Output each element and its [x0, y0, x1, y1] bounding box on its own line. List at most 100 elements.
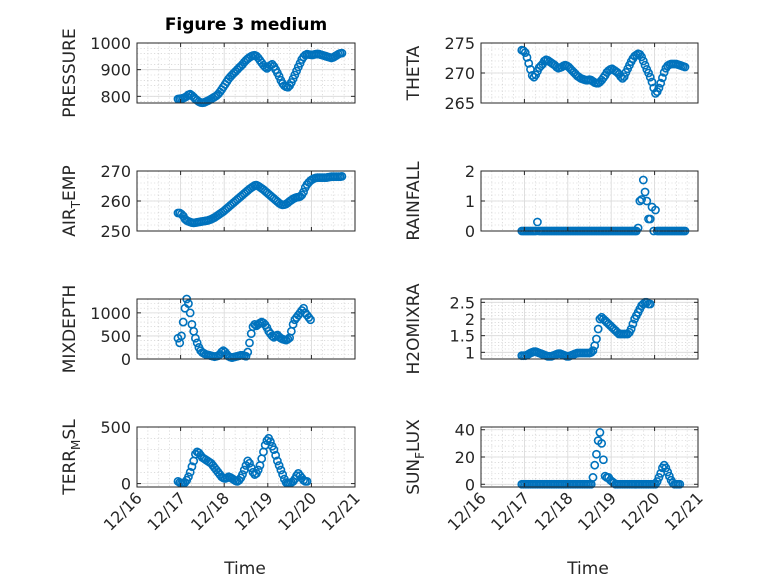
- data-point: [292, 66, 301, 76]
- x-tick-label: 12/18: [531, 488, 577, 534]
- data-point: [185, 467, 195, 477]
- subplot-3: 250 260 270 AIRTEMP: [60, 162, 356, 241]
- y-tick-label: 270: [100, 162, 131, 181]
- data-point: [185, 308, 195, 318]
- data-point: [269, 445, 279, 455]
- data-point: [593, 324, 603, 334]
- subplot-5: 0 500 1000 MIXDEPTH: [60, 285, 356, 374]
- y-axis-label: SUNFLUX: [404, 419, 427, 495]
- data-point: [253, 465, 263, 475]
- data-point: [184, 472, 193, 482]
- y-tick-label: 0: [465, 222, 475, 241]
- data-point: [640, 187, 650, 197]
- y-tick-label: 1: [465, 343, 475, 362]
- y-tick-label: 0: [465, 475, 475, 494]
- y-tick-label: 1.5: [450, 327, 475, 346]
- data-point: [290, 70, 300, 80]
- y-tick-label: 260: [100, 192, 131, 211]
- x-tick-label: 12/20: [617, 488, 663, 534]
- data-point: [651, 205, 660, 215]
- data-point: [598, 455, 608, 465]
- data-point: [274, 461, 284, 470]
- data-point: [519, 46, 528, 56]
- y-tick-label: 0: [121, 475, 131, 494]
- data-point: [588, 473, 598, 482]
- data-point: [238, 470, 247, 479]
- data-point: [245, 338, 254, 348]
- data-point: [637, 195, 646, 204]
- y-tick-label: 1: [465, 192, 475, 211]
- y-tick-label: 800: [100, 87, 131, 106]
- data-point: [680, 62, 690, 72]
- data-point: [271, 450, 281, 460]
- data-point: [626, 324, 636, 334]
- data-point: [633, 223, 643, 233]
- y-axis-label: PRESSURE: [60, 28, 80, 117]
- data-point: [306, 315, 315, 325]
- y-tick-label: 500: [100, 418, 131, 437]
- data-point: [586, 347, 596, 357]
- data-point: [595, 428, 605, 437]
- y-tick-label: 2: [465, 162, 475, 181]
- data-point: [520, 48, 530, 57]
- data-point: [299, 187, 308, 197]
- y-tick-label: 275: [444, 34, 475, 53]
- y-tick-label: 500: [100, 327, 131, 346]
- x-tick-label: 12/16: [444, 488, 490, 534]
- y-tick-label: 250: [100, 222, 131, 241]
- data-point: [192, 338, 202, 348]
- y-axis-label: MIXDEPTH: [60, 285, 80, 374]
- data-point: [652, 477, 662, 486]
- data-point: [243, 456, 253, 466]
- data-point: [178, 317, 188, 327]
- y-tick-label: 20: [455, 448, 475, 467]
- figure-title: Figure 3 medium: [165, 15, 327, 35]
- y-tick-label: 265: [444, 94, 475, 113]
- data-point: [654, 83, 664, 93]
- y-axis-label: TERRMSL: [60, 419, 83, 496]
- data-point: [191, 333, 200, 343]
- data-point: [283, 334, 293, 344]
- x-tick-label: 12/18: [187, 488, 233, 534]
- axes-box: [136, 298, 356, 360]
- y-tick-label: 1000: [90, 304, 131, 323]
- data-point: [675, 479, 685, 489]
- data-point: [288, 319, 298, 329]
- y-tick-label: 2: [465, 310, 475, 329]
- data-point: [638, 175, 648, 185]
- y-axis-label: H2OMIXRA: [404, 283, 424, 374]
- subplot-4: 0 1 2 RAINFALL: [404, 161, 699, 241]
- data-point: [645, 299, 655, 309]
- data-point: [663, 467, 673, 477]
- data-point: [638, 56, 648, 66]
- data-point: [640, 60, 650, 70]
- x-tick-label: 12/21: [661, 488, 707, 534]
- data-point: [292, 471, 301, 481]
- x-tick-label: 12/21: [318, 488, 364, 534]
- data-point: [619, 72, 629, 81]
- y-tick-label: 900: [100, 61, 131, 80]
- data-point: [654, 473, 664, 482]
- data-point: [278, 470, 288, 479]
- data-point: [595, 314, 605, 324]
- data-point: [217, 347, 226, 357]
- data-point: [642, 196, 652, 206]
- data-point: [588, 346, 598, 356]
- data-point: [637, 52, 646, 62]
- data-point: [272, 456, 282, 466]
- data-point: [597, 438, 607, 448]
- data-point: [659, 68, 669, 77]
- data-point: [664, 471, 674, 481]
- data-point: [187, 462, 197, 472]
- y-tick-label: 270: [444, 64, 475, 83]
- data-point: [527, 71, 537, 80]
- data-point: [656, 78, 666, 88]
- axes-box: [136, 42, 356, 104]
- x-axis-label-left: Time: [223, 559, 266, 579]
- data-point: [184, 299, 193, 309]
- data-point: [274, 71, 284, 81]
- data-point: [616, 72, 626, 81]
